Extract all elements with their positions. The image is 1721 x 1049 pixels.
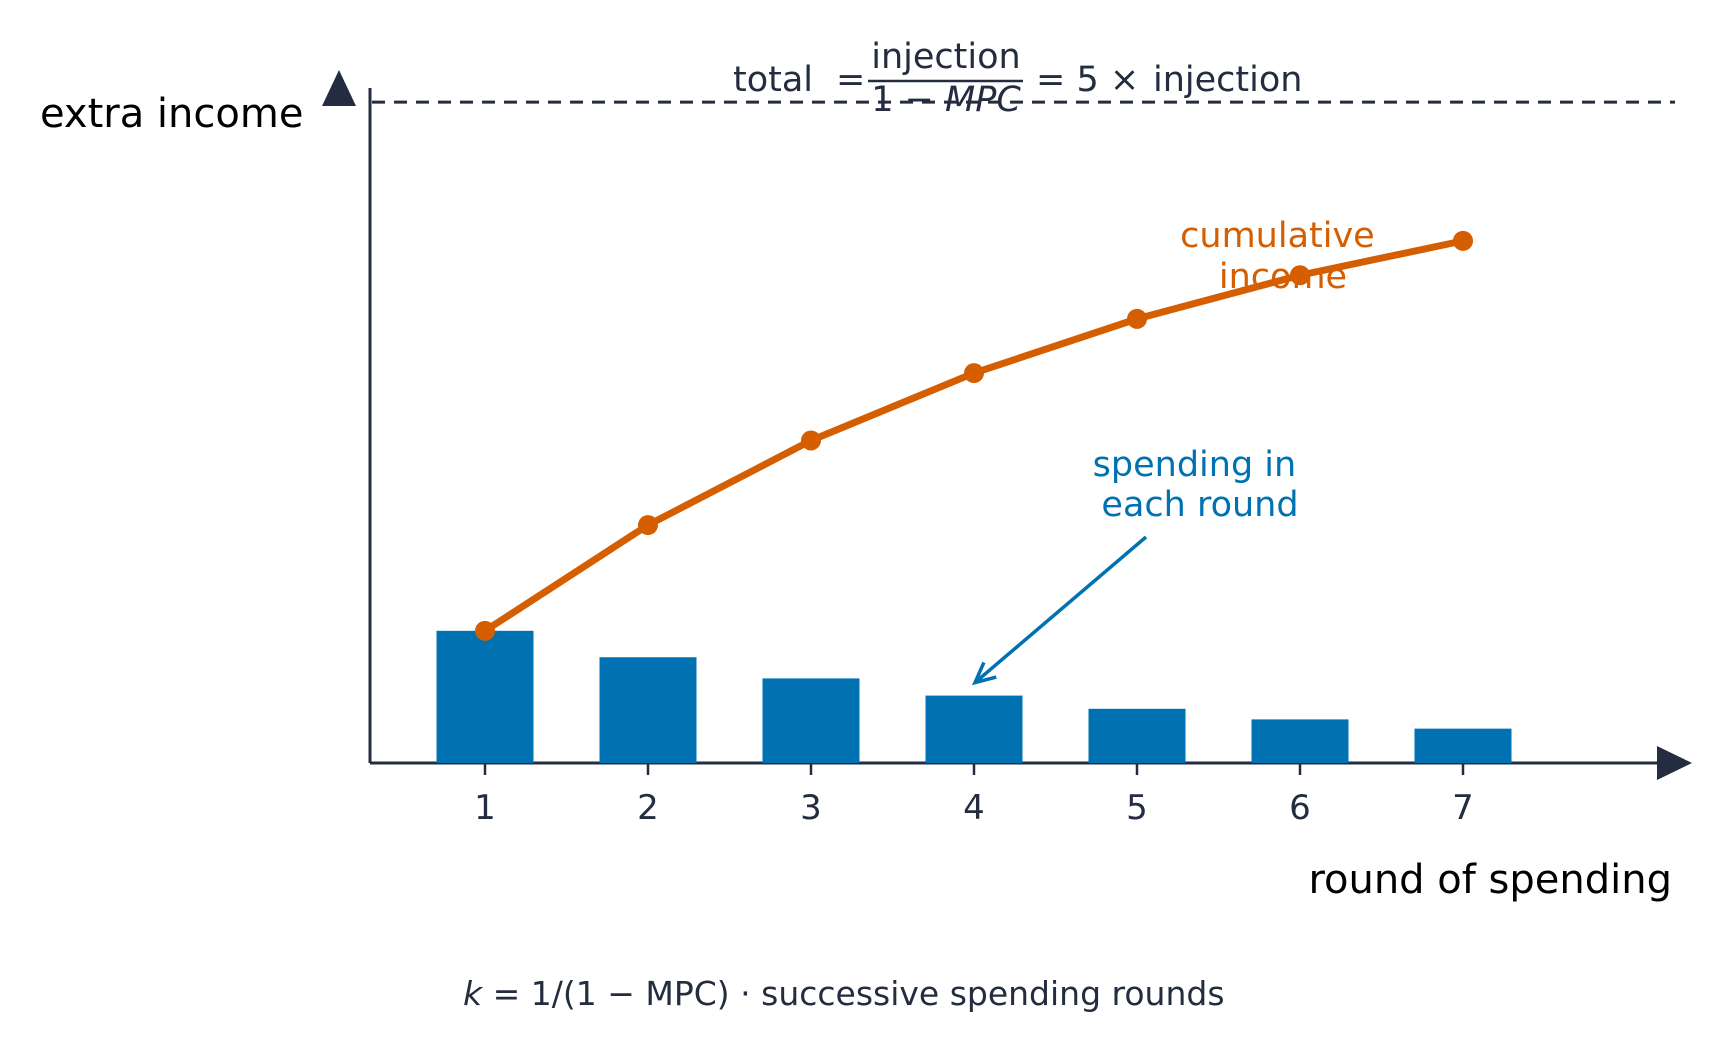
cumulative-income-label: cumulative income <box>1180 216 1386 297</box>
caption-rest: = 1/(1 − MPC) · successive spending roun… <box>482 974 1224 1013</box>
bar-round-2 <box>599 657 697 763</box>
formula-equals-1: = <box>836 60 865 100</box>
x-axis-title: round of spending <box>1308 857 1672 903</box>
y-axis-arrowhead <box>322 70 356 106</box>
bar-round-4 <box>925 695 1023 763</box>
cumulative-point-3 <box>801 430 821 451</box>
bar-round-6 <box>1251 719 1349 763</box>
formula: total = injection 1 − MPC = 5 × injectio… <box>733 37 1302 120</box>
x-tick-label-7: 7 <box>1452 788 1474 828</box>
bar-round-3 <box>762 678 860 763</box>
cumulative-point-7 <box>1453 230 1473 251</box>
cumulative-income-label-line-2: income <box>1219 257 1347 297</box>
bar-round-1 <box>436 630 534 763</box>
formula-rhs: injection <box>1153 60 1302 100</box>
cumulative-point-5 <box>1127 308 1147 329</box>
formula-equals-2: = 5 × <box>1036 60 1139 100</box>
cumulative-point-4 <box>964 363 984 384</box>
formula-denominator-mpc: MPC <box>945 80 1021 120</box>
x-axis-arrowhead <box>1657 746 1692 780</box>
bar-round-5 <box>1088 708 1186 763</box>
x-tick-label-1: 1 <box>474 788 496 828</box>
caption-k: k <box>463 974 484 1013</box>
spending-label-line-2: each round <box>1101 485 1298 525</box>
x-tick-label-5: 5 <box>1126 788 1148 828</box>
formula-numerator: injection <box>871 37 1020 77</box>
cumulative-income-line <box>481 237 1467 635</box>
spending-label: spending in each round <box>1093 445 1308 525</box>
formula-denominator: 1 − MPC <box>871 80 1021 120</box>
spending-label-line-1: spending in <box>1093 445 1297 485</box>
x-tick-label-4: 4 <box>963 788 985 828</box>
cumulative-line-series <box>481 237 1467 635</box>
formula-lhs: total <box>733 60 813 100</box>
cumulative-point-2 <box>638 515 658 536</box>
caption: k = 1/(1 − MPC) · successive spending ro… <box>463 974 1225 1013</box>
y-axis-title: extra income <box>40 91 303 137</box>
bar-series <box>436 630 1512 763</box>
x-tick-label-3: 3 <box>800 788 822 828</box>
spending-arrow <box>971 535 1148 686</box>
x-tick-label-2: 2 <box>637 788 659 828</box>
x-tick-label-6: 6 <box>1289 788 1311 828</box>
formula-denominator-one: 1 − <box>871 80 945 120</box>
cumulative-income-label-line-1: cumulative <box>1180 216 1375 256</box>
cumulative-point-1 <box>475 620 495 641</box>
cumulative-points <box>475 230 1473 641</box>
x-tick-group: 1 2 3 4 5 6 7 <box>474 763 1474 828</box>
cumulative-point-6 <box>1290 265 1310 286</box>
spending-arrow-shaft <box>973 535 1148 684</box>
spending-arrow-head <box>971 661 997 686</box>
bar-round-7 <box>1414 728 1512 763</box>
